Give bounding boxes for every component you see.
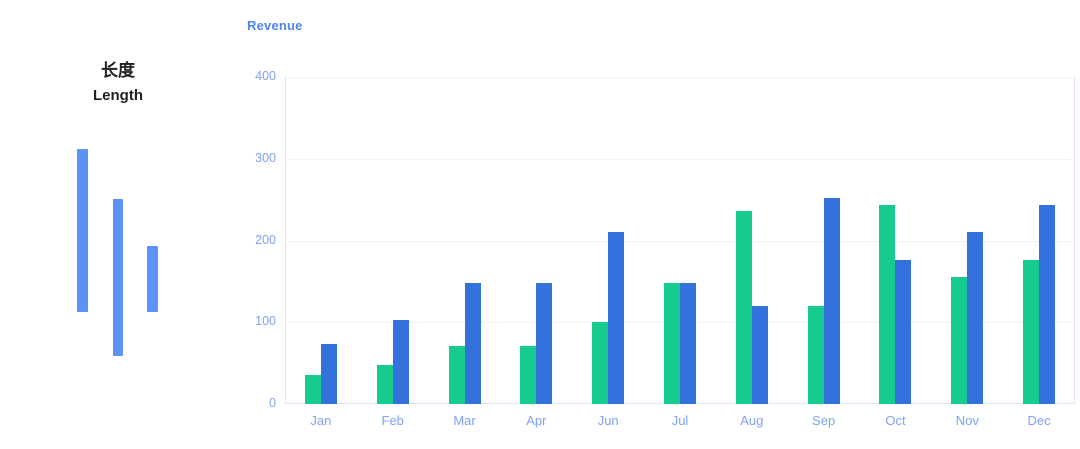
- y-axis-tick-label-0: 0: [269, 396, 276, 410]
- y-axis-tick-label-200: 200: [255, 232, 276, 247]
- gridline-300: [285, 158, 1075, 160]
- bar-green-jan[interactable]: [304, 375, 321, 404]
- x-axis-label-dec: Dec: [1027, 413, 1051, 428]
- y-axis-tick-label-100: 100: [255, 314, 276, 329]
- bar-green-sep[interactable]: [807, 305, 824, 404]
- bar-green-oct[interactable]: [879, 204, 896, 404]
- length-demo-bar-1: [77, 149, 88, 312]
- x-axis-label-apr: Apr: [526, 413, 547, 428]
- x-axis-label-nov: Nov: [955, 413, 979, 428]
- bar-blue-oct[interactable]: [895, 260, 912, 404]
- x-axis-label-mar: Mar: [453, 413, 476, 428]
- length-title-en: Length: [93, 87, 143, 104]
- bar-green-aug[interactable]: [735, 211, 752, 404]
- bar-chart-plot-area: 0 100 200 300 400 Jan Feb Mar Apr Jun Jul Aug Sep Oct…: [255, 69, 1075, 428]
- plot-border-left: [285, 77, 286, 404]
- bar-green-feb[interactable]: [376, 364, 393, 404]
- bar-green-dec[interactable]: [1023, 260, 1040, 404]
- bar-green-jul[interactable]: [664, 283, 680, 404]
- length-demo-bar-2: [113, 199, 123, 356]
- bar-blue-sep[interactable]: [823, 198, 840, 404]
- chart-title: Revenue: [247, 18, 303, 33]
- gridline-400: [285, 77, 1075, 78]
- bar-blue-jun[interactable]: [608, 232, 625, 404]
- y-axis-tick-label-400: 400: [255, 69, 276, 83]
- bar-blue-jul[interactable]: [680, 283, 696, 404]
- length-demo-bar-3: [147, 246, 158, 312]
- x-axis-label-feb: Feb: [381, 413, 404, 428]
- x-axis-label-oct: Oct: [885, 413, 906, 428]
- bar-blue-dec[interactable]: [1039, 204, 1056, 404]
- gridline-200: [285, 240, 1075, 242]
- bar-green-jun[interactable]: [592, 322, 609, 404]
- bar-green-nov[interactable]: [951, 277, 968, 404]
- x-axis-label-jul: Jul: [671, 413, 689, 428]
- bar-blue-feb[interactable]: [392, 319, 409, 404]
- bar-blue-nov[interactable]: [967, 232, 984, 404]
- bar-blue-mar[interactable]: [464, 283, 481, 404]
- x-axis-label-jun: Jun: [597, 413, 619, 428]
- bar-green-apr[interactable]: [520, 345, 537, 404]
- y-axis-tick-label-300: 300: [255, 150, 276, 165]
- length-title-zh: 长度: [101, 61, 135, 80]
- bar-blue-apr[interactable]: [536, 283, 553, 404]
- x-axis-label-aug: Aug: [740, 413, 764, 428]
- x-axis-label-jan: Jan: [310, 413, 332, 428]
- x-axis-label-sep: Sep: [812, 413, 836, 428]
- plot-border-right: [1074, 77, 1075, 404]
- bar-green-mar[interactable]: [448, 345, 465, 404]
- length-variant-panel: 长度 Length: [38, 60, 198, 106]
- bar-blue-aug[interactable]: [751, 305, 768, 404]
- bar-blue-jan[interactable]: [320, 343, 337, 404]
